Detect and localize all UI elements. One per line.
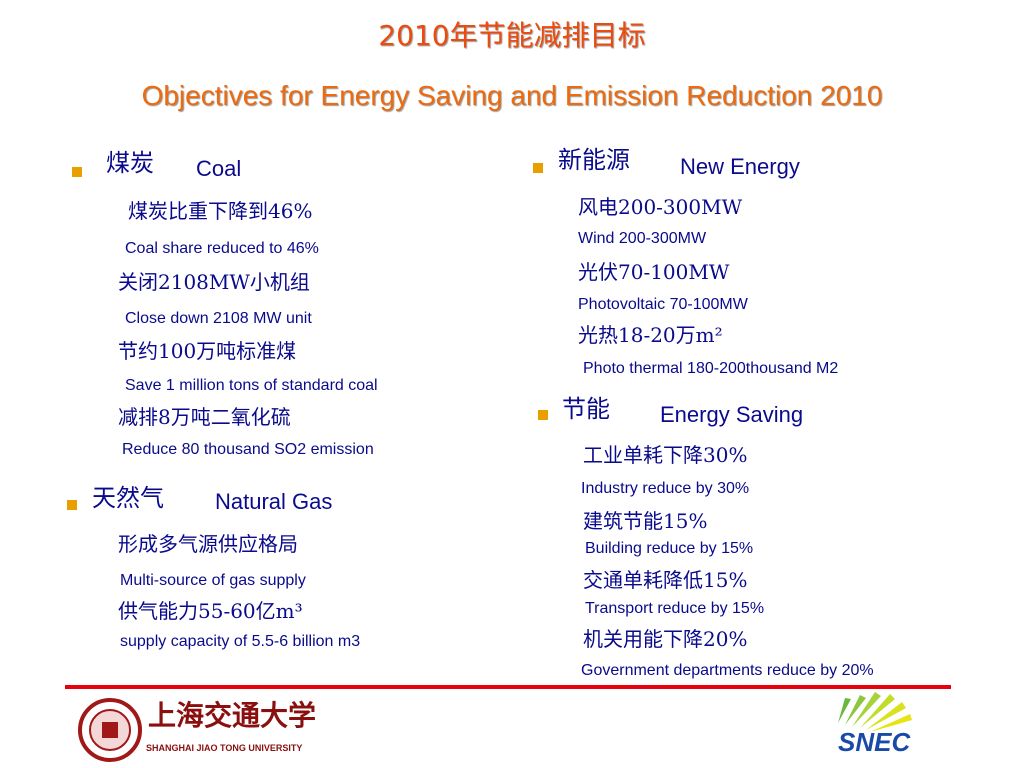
item-zh: 工业单耗下降30%: [583, 443, 748, 467]
item-en: Building reduce by 15%: [585, 540, 754, 557]
heading-en: Coal: [196, 156, 242, 181]
heading-zh: 新能源: [558, 146, 630, 174]
sjtu-name-zh: 上海交通大学: [148, 699, 317, 732]
heading-zh: 节能: [562, 395, 610, 423]
item-zh: 形成多气源供应格局: [118, 532, 298, 556]
item-en: Transport reduce by 15%: [585, 600, 765, 617]
sjtu-seal-mark: [102, 722, 118, 738]
heading-en: New Energy: [680, 154, 800, 179]
logos: [78, 692, 912, 762]
item-zh: 机关用能下降20%: [583, 627, 748, 651]
snec-name: SNEC: [838, 727, 911, 757]
item-en: Wind 200-300MW: [578, 230, 707, 247]
item-zh: 节约100万吨标准煤: [118, 339, 297, 363]
snec-sun: [838, 692, 912, 732]
item-en: supply capacity of 5.5-6 billion m3: [120, 633, 361, 650]
item-en: Reduce 80 thousand SO2 emission: [122, 441, 374, 458]
item-en: Photovoltaic 70-100MW: [578, 296, 748, 313]
item-en: Industry reduce by 30%: [581, 480, 750, 497]
item-zh: 建筑节能15%: [583, 509, 708, 533]
bullet: [538, 410, 548, 420]
heading-zh: 天然气: [92, 484, 164, 512]
bullet: [67, 500, 77, 510]
heading-en: Natural Gas: [215, 489, 333, 514]
divider: [65, 685, 951, 689]
item-en: Coal share reduced to 46%: [125, 240, 319, 257]
sjtu-name-en: SHANGHAI JIAO TONG UNIVERSITY: [146, 743, 303, 753]
item-zh: 交通单耗降低15%: [583, 568, 748, 592]
item-zh: 减排8万吨二氧化硫: [118, 405, 291, 429]
heading-en: Energy Saving: [660, 402, 804, 427]
item-en: Multi-source of gas supply: [120, 572, 306, 589]
item-en: Save 1 million tons of standard coal: [125, 377, 378, 394]
bullet: [533, 163, 543, 173]
heading-zh: 煤炭: [106, 149, 154, 177]
item-zh: 煤炭比重下降到46%: [128, 199, 313, 223]
item-zh: 光伏70-100MW: [578, 260, 730, 284]
item-zh: 供气能力55-60亿m³: [118, 599, 303, 623]
item-zh: 风电200-300MW: [578, 195, 743, 219]
item-en: Government departments reduce by 20%: [581, 662, 874, 679]
title-en: Objectives for Energy Saving and Emissio…: [141, 80, 883, 111]
item-en: Close down 2108 MW unit: [125, 310, 312, 327]
item-zh: 关闭2108MW小机组: [118, 270, 310, 294]
title-zh: 2010年节能减排目标: [378, 19, 646, 52]
item-en: Photo thermal 180-200thousand M2: [583, 360, 839, 377]
bullet: [72, 167, 82, 177]
item-zh: 光热18-20万m²: [578, 323, 723, 347]
